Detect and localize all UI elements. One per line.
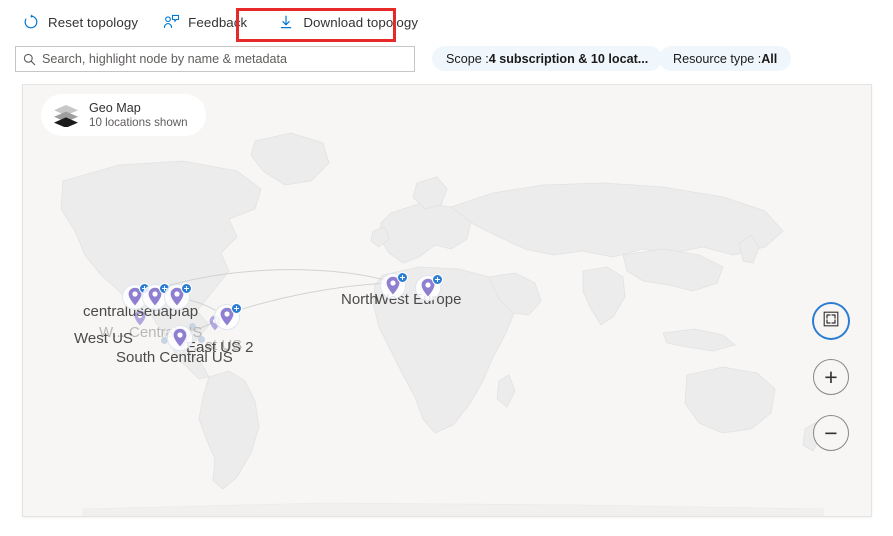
refresh-icon xyxy=(22,13,40,31)
scope-filter-prefix: Scope : xyxy=(446,51,489,66)
download-topology-button[interactable]: Download topology xyxy=(269,7,426,37)
location-dot xyxy=(161,337,168,344)
scope-filter-value: 4 subscription & 10 locat... xyxy=(488,51,649,66)
search-filter-row: Scope : 4 subscription & 10 locat... Res… xyxy=(0,44,893,76)
feedback-button[interactable]: Feedback xyxy=(154,7,255,37)
geo-map-legend: Geo Map 10 locations shown xyxy=(41,94,206,136)
map-pin[interactable] xyxy=(132,309,148,327)
map-pin[interactable] xyxy=(214,303,242,334)
reset-topology-button[interactable]: Reset topology xyxy=(14,7,146,37)
resource-type-filter-value: All xyxy=(761,51,778,66)
legend-subtitle: 10 locations shown xyxy=(89,115,188,129)
pin-badge-icon xyxy=(231,303,242,314)
map-location-label: ...st US xyxy=(193,337,243,354)
resource-type-filter-prefix: Resource type : xyxy=(673,51,762,66)
plus-icon: + xyxy=(824,363,838,390)
command-toolbar: Reset topology Feedback Download topolog… xyxy=(0,0,893,44)
location-dot xyxy=(198,336,205,343)
map-pin[interactable] xyxy=(142,283,170,314)
download-topology-label: Download topology xyxy=(303,14,419,30)
zoom-in-button[interactable]: + xyxy=(813,359,849,395)
scope-filter-pill[interactable]: Scope : 4 subscription & 10 locat... xyxy=(432,46,663,71)
pin-badge-icon xyxy=(181,283,192,294)
download-arrow-icon xyxy=(277,13,295,31)
resource-type-filter-pill[interactable]: Resource type : All xyxy=(659,46,792,71)
fit-to-screen-icon xyxy=(822,310,840,333)
search-icon xyxy=(16,53,42,66)
map-pin[interactable] xyxy=(380,272,408,303)
map-pin[interactable] xyxy=(164,283,192,314)
search-box[interactable] xyxy=(15,46,415,72)
map-controls: + − xyxy=(813,303,849,451)
location-dot xyxy=(189,323,196,330)
pin-badge-icon xyxy=(397,272,408,283)
map-location-label: West US xyxy=(74,330,133,347)
map-location-label: East US 2 xyxy=(186,339,254,356)
search-input[interactable] xyxy=(42,48,414,70)
layers-icon xyxy=(51,102,81,128)
feedback-label: Feedback xyxy=(188,14,248,30)
feedback-person-icon xyxy=(162,13,180,31)
pin-badge-icon xyxy=(432,274,443,285)
legend-title: Geo Map xyxy=(89,100,141,115)
map-location-label: North xyxy=(341,291,378,308)
map-location-label: South Central US xyxy=(116,349,233,366)
map-pin[interactable] xyxy=(415,274,443,305)
minus-icon: − xyxy=(824,419,838,446)
fit-view-button[interactable] xyxy=(813,303,849,339)
reset-topology-label: Reset topology xyxy=(48,14,139,30)
zoom-out-button[interactable]: − xyxy=(813,415,849,451)
geo-map-panel[interactable]: Geo Map 10 locations shown W... Central … xyxy=(22,84,872,517)
map-pin[interactable] xyxy=(167,325,193,355)
